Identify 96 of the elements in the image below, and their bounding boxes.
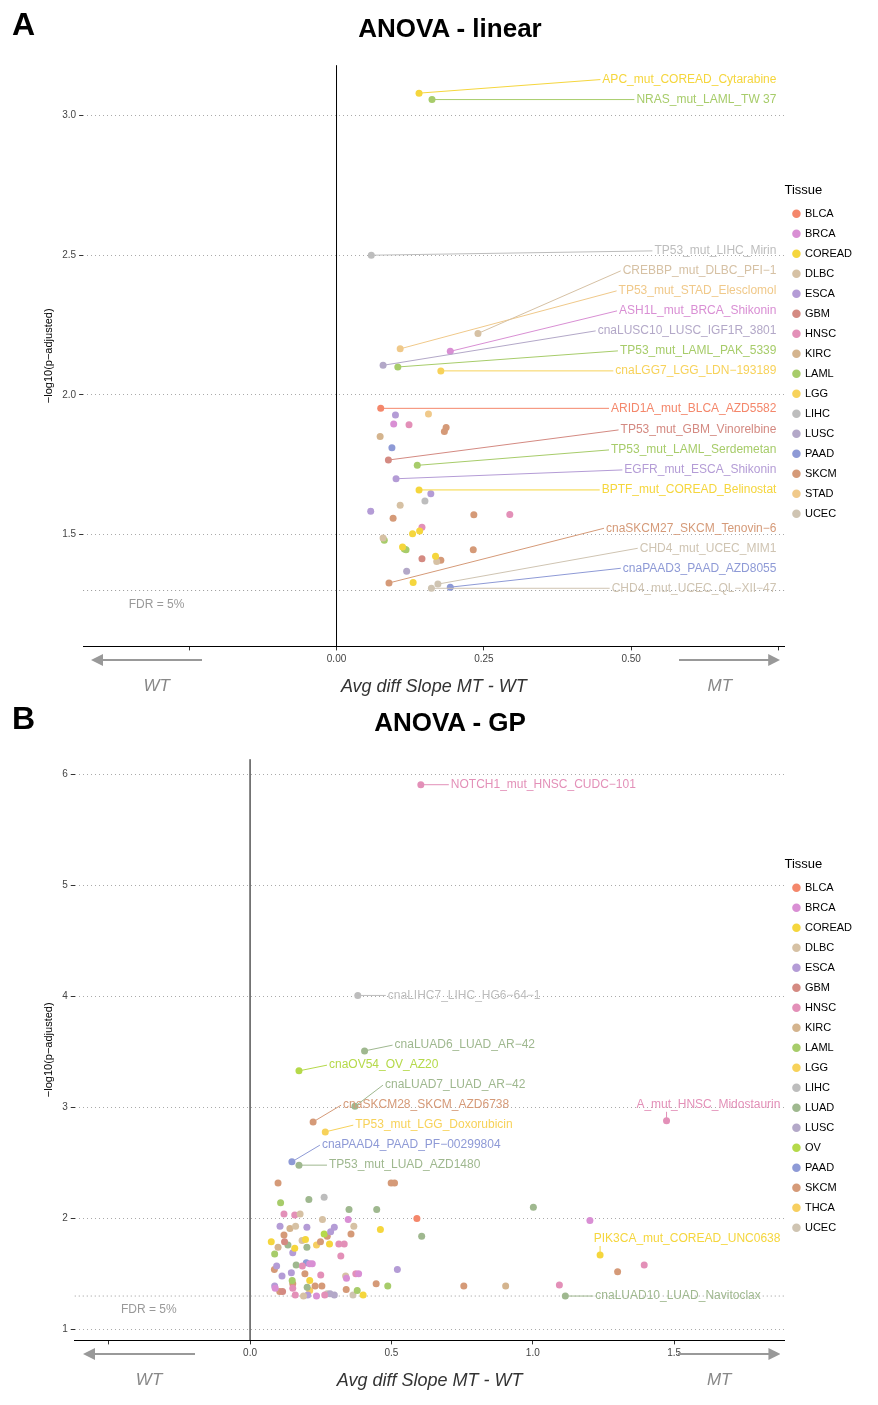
y-tick-label: 6 bbox=[62, 768, 69, 780]
chart-title: ANOVA - linear bbox=[358, 12, 542, 43]
legend-label: BRCA bbox=[804, 900, 837, 913]
annotation: FDR = 5% bbox=[128, 596, 185, 611]
legend-label: GBM bbox=[804, 980, 830, 993]
text: WT bbox=[143, 675, 172, 695]
legend-label: COREAD bbox=[804, 920, 853, 933]
legend-label: THCA bbox=[804, 1200, 836, 1213]
annotation: TP53_mut_GBM_Vinorelbine bbox=[620, 422, 777, 437]
y-axis-title: −log10(p−adjusted) bbox=[41, 308, 54, 404]
y-tick-label: 2.5 bbox=[62, 248, 77, 260]
x-tick-label: 0.00 bbox=[326, 653, 347, 665]
annotation: TP53_mut_STAD_Elesclomol bbox=[618, 283, 777, 298]
legend-label: LAML bbox=[804, 366, 834, 379]
legend-label: BRCA bbox=[804, 226, 837, 239]
text: B bbox=[12, 699, 36, 736]
annotation: TP53_mut_LGG_Doxorubicin bbox=[355, 1117, 513, 1132]
legend-label: LGG bbox=[804, 1060, 829, 1073]
y-tick-label: 2.0 bbox=[62, 388, 77, 400]
x-tick-label: 0.50 bbox=[621, 653, 642, 665]
annotation: cnaLUAD6_LUAD_AR−42 bbox=[394, 1037, 536, 1052]
legend-label: KIRC bbox=[804, 1020, 832, 1033]
annotation: cnaLGG7_LGG_LDN−193189 bbox=[615, 363, 777, 378]
annotation: CREBBP_mut_DLBC_PFI−1 bbox=[622, 263, 777, 278]
legend-label: SKCM bbox=[804, 1180, 837, 1193]
annotation: NOTCH1_mut_HNSC_CUDC−101 bbox=[450, 777, 637, 792]
annotation: cnaPAAD3_PAAD_AZD8055 bbox=[622, 560, 777, 575]
annotation: cnaLUAD7_LUAD_AR−42 bbox=[384, 1077, 526, 1092]
annotation: NRAS_mut_LAML_TW 37 bbox=[636, 91, 777, 106]
legend-label: HNSC bbox=[804, 326, 837, 339]
annotation: ASH1L_mut_BRCA_Shikonin bbox=[619, 303, 777, 318]
annotation: APC_mut_COREAD_Cytarabine bbox=[602, 71, 777, 86]
legend-label: LAML bbox=[804, 1040, 834, 1053]
annotation: cnaSKCM28_SKCM_AZD6738 bbox=[343, 1097, 510, 1112]
legend-label: UCEC bbox=[804, 506, 837, 519]
legend-label: DLBC bbox=[804, 940, 835, 953]
legend-label: DLBC bbox=[804, 266, 835, 279]
y-tick-label: 4 bbox=[62, 990, 69, 1002]
legend-label: COREAD bbox=[804, 246, 853, 259]
x-tick-label: 1.0 bbox=[525, 1347, 541, 1359]
text: A bbox=[12, 5, 36, 42]
legend-label: LUSC bbox=[804, 1120, 835, 1133]
legend-label: LUAD bbox=[804, 1100, 835, 1113]
legend-label: KIRC bbox=[804, 346, 832, 359]
legend-label: HNSC bbox=[804, 1000, 837, 1013]
legend-label: GBM bbox=[804, 306, 830, 319]
legend-label: STAD bbox=[804, 486, 834, 499]
annotation: CHD4_mut_UCEC_QL−XII−47 bbox=[611, 580, 777, 595]
annotation: BPTF_mut_COREAD_Belinostat bbox=[601, 482, 778, 497]
y-tick-label: 3.0 bbox=[62, 109, 77, 121]
x-axis-title: Avg diff Slope MT - WT bbox=[339, 676, 529, 697]
legend-title: Tissue bbox=[784, 855, 823, 871]
y-tick-label: 2 bbox=[62, 1212, 69, 1224]
annotation: TP53_mut_LIHC_Mirin bbox=[654, 243, 777, 258]
annotation: A_mut_HNSC_Midostaurin bbox=[636, 1097, 781, 1112]
legend-label: OV bbox=[804, 1140, 822, 1153]
legend-label: BLCA bbox=[804, 880, 835, 893]
y-tick-label: 1.5 bbox=[62, 528, 77, 540]
chart-title: ANOVA - GP bbox=[374, 706, 526, 737]
annotation: cnaOV54_OV_AZ20 bbox=[328, 1057, 439, 1072]
legend-label: SKCM bbox=[804, 466, 837, 479]
x-axis-title: Avg diff Slope MT - WT bbox=[335, 1370, 525, 1391]
legend-label: ESCA bbox=[804, 286, 836, 299]
annotation: cnaLIHC7_LIHC_HG6−64−1 bbox=[387, 987, 541, 1002]
text: MT bbox=[706, 1369, 734, 1389]
legend-label: BLCA bbox=[804, 206, 835, 219]
annotation: cnaSKCM27_SKCM_Tenovin−6 bbox=[606, 520, 777, 535]
y-tick-label: 3 bbox=[62, 1101, 69, 1113]
y-tick-label: 1 bbox=[62, 1323, 69, 1335]
annotation: TP53_mut_LAML_PAK_5339 bbox=[619, 343, 777, 358]
annotation: cnaPAAD4_PAAD_PF−00299804 bbox=[321, 1137, 501, 1152]
text: MT bbox=[707, 675, 734, 695]
legend-label: PAAD bbox=[804, 446, 835, 459]
annotation: ARID1A_mut_BLCA_AZD5582 bbox=[611, 400, 777, 415]
y-axis-title: −log10(p−adjusted) bbox=[41, 1002, 54, 1098]
annotation: FDR = 5% bbox=[120, 1302, 177, 1317]
x-tick-label: 0.5 bbox=[384, 1347, 399, 1359]
x-tick-label: 0.0 bbox=[243, 1347, 258, 1359]
legend-label: PAAD bbox=[804, 1160, 835, 1173]
annotation: EGFR_mut_ESCA_Shikonin bbox=[624, 462, 777, 477]
annotation: PIK3CA_mut_COREAD_UNC0638 bbox=[593, 1231, 781, 1246]
legend-title: Tissue bbox=[784, 181, 823, 197]
text: WT bbox=[135, 1369, 164, 1389]
legend-label: LUSC bbox=[804, 426, 835, 439]
legend-label: LGG bbox=[804, 386, 829, 399]
annotation: CHD4_mut_UCEC_MIM1 bbox=[639, 540, 777, 555]
annotation: TP53_mut_LAML_Serdemetan bbox=[611, 442, 777, 457]
legend-label: ESCA bbox=[804, 960, 836, 973]
x-tick-label: 0.25 bbox=[474, 653, 495, 665]
legend-label: UCEC bbox=[804, 1220, 837, 1233]
y-tick-label: 5 bbox=[62, 879, 69, 891]
annotation: cnaLUSC10_LUSC_IGF1R_3801 bbox=[597, 323, 777, 338]
annotation: TP53_mut_LUAD_AZD1480 bbox=[328, 1157, 481, 1172]
legend-label: LIHC bbox=[804, 1080, 831, 1093]
annotation: cnaLUAD10_LUAD_Navitoclax bbox=[595, 1288, 761, 1303]
legend-label: LIHC bbox=[804, 406, 831, 419]
